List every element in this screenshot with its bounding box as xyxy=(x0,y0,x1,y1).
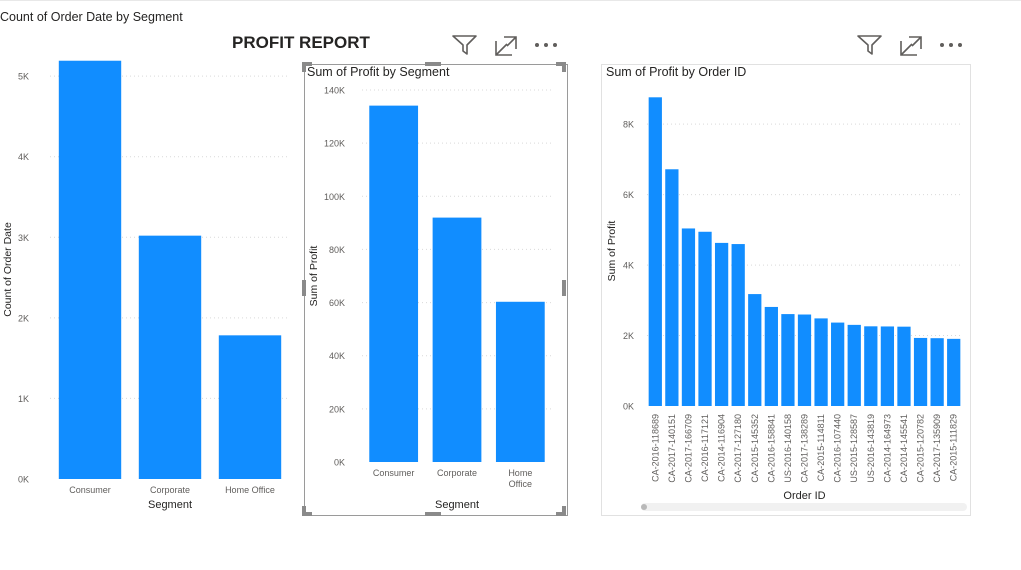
y-tick-label: 80K xyxy=(329,245,345,255)
chart-title-order-count: Count of Order Date by Segment xyxy=(0,10,183,24)
x-tick-label: CA-2016-107440 xyxy=(833,414,843,483)
bar xyxy=(369,106,418,462)
x-tick-label: CA-2015-114811 xyxy=(816,414,826,481)
y-tick-label: 4K xyxy=(18,152,29,162)
more-options-icon[interactable] xyxy=(534,38,560,57)
y-tick-label: 8K xyxy=(623,120,634,130)
y-tick-label: 60K xyxy=(329,298,345,308)
x-tick-label: CA-2014-145541 xyxy=(899,414,909,483)
bar xyxy=(831,323,844,406)
bar xyxy=(765,307,778,406)
x-tick-label: Office xyxy=(509,479,532,489)
top-divider xyxy=(0,0,1021,1)
bar xyxy=(682,228,695,406)
x-tick-label: CA-2017-140151 xyxy=(667,414,677,483)
y-axis-title: Count of Order Date xyxy=(2,222,14,317)
bar xyxy=(914,338,927,406)
bar xyxy=(59,61,121,479)
bar xyxy=(748,294,761,406)
x-axis-title: Segment xyxy=(148,499,192,511)
resize-handle[interactable] xyxy=(302,62,306,72)
filter-icon[interactable] xyxy=(452,34,478,61)
more-options-icon[interactable] xyxy=(939,38,965,57)
y-tick-label: 0K xyxy=(334,458,345,468)
y-tick-label: 40K xyxy=(329,351,345,361)
bar xyxy=(496,302,545,462)
y-tick-label: 6K xyxy=(623,190,634,200)
bar xyxy=(715,243,728,406)
bar xyxy=(665,169,678,406)
focus-mode-icon[interactable] xyxy=(899,35,923,62)
bar xyxy=(931,338,944,406)
x-tick-label: Home xyxy=(508,468,532,478)
bar xyxy=(814,318,827,406)
x-tick-label: CA-2016-118689 xyxy=(650,414,660,482)
y-tick-label: 2K xyxy=(18,313,29,323)
y-tick-label: 4K xyxy=(623,261,634,271)
bar xyxy=(781,314,794,406)
y-axis-title: Sum of Profit xyxy=(308,246,320,307)
x-tick-label: Consumer xyxy=(69,485,111,495)
x-tick-label: CA-2014-116904 xyxy=(717,414,727,482)
x-tick-label: Home Office xyxy=(225,485,275,495)
bar xyxy=(433,218,482,462)
x-tick-label: CA-2017-135909 xyxy=(932,414,942,483)
bar xyxy=(897,327,910,406)
chart-title-profit-segment: Sum of Profit by Segment xyxy=(307,65,449,79)
y-tick-label: 2K xyxy=(623,331,634,341)
bar xyxy=(864,326,877,406)
x-tick-label: Consumer xyxy=(373,468,415,478)
y-tick-label: 20K xyxy=(329,404,345,414)
x-tick-label: Corporate xyxy=(150,485,190,495)
x-tick-label: CA-2015-111829 xyxy=(949,414,959,481)
bar xyxy=(798,315,811,406)
y-tick-label: 100K xyxy=(324,192,345,202)
bar xyxy=(848,325,861,406)
y-tick-label: 140K xyxy=(324,86,345,96)
x-axis-title: Order ID xyxy=(783,490,825,502)
x-tick-label: CA-2017-138289 xyxy=(800,414,810,483)
bar xyxy=(947,339,960,406)
x-axis-title: Segment xyxy=(435,499,479,511)
profit-order-chart[interactable]: 0K 2K 4K 6K 8K CA-2016-118689 CA-2017-140151 CA… xyxy=(602,80,968,512)
scrollbar-thumb[interactable] xyxy=(641,504,647,510)
resize-handle[interactable] xyxy=(562,62,566,72)
x-tick-label: Corporate xyxy=(437,468,477,478)
y-tick-label: 0K xyxy=(623,402,634,412)
bar xyxy=(219,335,281,479)
filter-icon[interactable] xyxy=(857,34,883,61)
report-title: PROFIT REPORT xyxy=(232,33,370,53)
x-tick-label: US-2015-128587 xyxy=(849,414,859,483)
x-tick-label: CA-2016-117121 xyxy=(700,414,710,482)
x-tick-label: CA-2015-145352 xyxy=(750,414,760,483)
resize-handle[interactable] xyxy=(425,512,441,516)
x-tick-label: US-2016-143819 xyxy=(866,414,876,483)
x-tick-label: CA-2014-164973 xyxy=(882,414,892,483)
y-tick-label: 5K xyxy=(18,72,29,82)
order-count-chart[interactable]: 0K 1K 2K 3K 4K 5K Consumer Corporate Home Office… xyxy=(0,55,300,515)
x-tick-label: CA-2017-127180 xyxy=(733,414,743,483)
x-tick-label: US-2016-140158 xyxy=(783,414,793,483)
horizontal-scrollbar[interactable] xyxy=(641,503,967,511)
y-tick-label: 3K xyxy=(18,233,29,243)
y-axis-title: Sum of Profit xyxy=(606,221,618,282)
profit-segment-chart[interactable]: 0K 20K 40K 60K 80K 100K 120K 140K Consumer Corpor… xyxy=(305,80,565,512)
bar xyxy=(732,244,745,406)
x-tick-label: CA-2017-166709 xyxy=(683,414,693,483)
y-tick-label: 1K xyxy=(18,394,29,404)
focus-mode-icon[interactable] xyxy=(494,35,518,62)
bar xyxy=(881,326,894,406)
y-tick-label: 120K xyxy=(324,139,345,149)
y-tick-label: 0K xyxy=(18,475,29,485)
x-tick-label: CA-2016-158841 xyxy=(766,414,776,483)
bar xyxy=(139,236,201,479)
bar xyxy=(698,232,711,406)
chart-title-profit-order: Sum of Profit by Order ID xyxy=(606,65,746,79)
bar xyxy=(649,97,662,406)
x-tick-label: CA-2015-120782 xyxy=(916,414,926,483)
